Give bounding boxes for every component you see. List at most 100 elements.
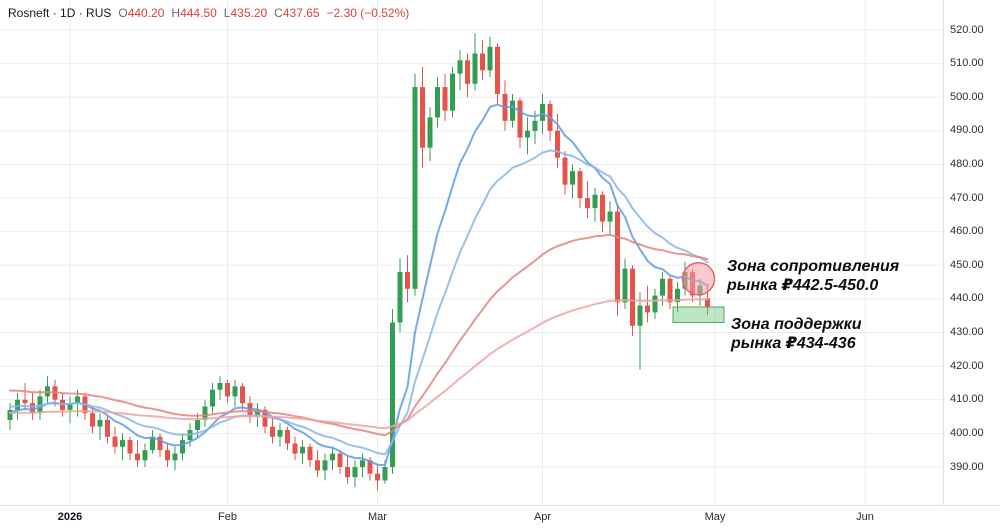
- ma-line-20[interactable]: [9, 149, 709, 456]
- ohlc-readout: O440.20 H444.50 L435.20 C437.65: [111, 6, 319, 20]
- candle-body: [112, 436, 118, 447]
- support-zone-box[interactable]: [672, 306, 725, 323]
- candle-body: [75, 396, 80, 404]
- price-axis-label: 500.00: [950, 90, 984, 103]
- candlestick-chart[interactable]: [0, 0, 943, 505]
- candle-body: [592, 194, 598, 209]
- price-axis-label: 390.00: [950, 460, 984, 473]
- candle-body: [457, 60, 463, 74]
- chart-plot-area[interactable]: Rosneft · 1D · RUS O440.20 H444.50 L435.20 C…: [0, 0, 943, 505]
- candle-body: [412, 87, 418, 289]
- candle-body: [480, 53, 485, 71]
- candle-body: [120, 440, 125, 447]
- ohlc-value-L: 435.20: [230, 6, 268, 20]
- candle-body: [472, 53, 478, 84]
- price-axis-label: 400.00: [950, 426, 984, 439]
- candle-body: [420, 87, 425, 148]
- candle-body: [615, 211, 620, 303]
- candle-body: [435, 87, 440, 118]
- candle-body: [622, 268, 628, 303]
- candle-body: [142, 450, 148, 461]
- candle-body: [225, 383, 230, 397]
- ohlc-value-C: 437.65: [282, 6, 320, 20]
- time-axis-label-2026: 2026: [57, 511, 83, 523]
- candle-body: [525, 130, 530, 138]
- candle-body: [217, 383, 223, 390]
- candle-body: [315, 460, 320, 471]
- ma-line-50[interactable]: [9, 233, 709, 437]
- candle-body: [532, 120, 538, 131]
- symbol-title[interactable]: Rosneft · 1D · RUS: [8, 6, 112, 20]
- candle-body: [630, 268, 635, 326]
- candle-body: [667, 278, 673, 303]
- ma-line-100[interactable]: [9, 298, 709, 430]
- candle-body: [180, 440, 185, 454]
- candle-body: [660, 278, 665, 296]
- price-axis-label: 460.00: [950, 225, 984, 238]
- candle-body: [277, 430, 283, 437]
- candle-body: [202, 406, 208, 420]
- ohlc-value-H: 444.50: [180, 6, 217, 20]
- candle-body: [150, 436, 155, 451]
- candle-body: [172, 453, 178, 461]
- support-annotation[interactable]: Зона поддержки рынка ₽434-436: [731, 315, 862, 353]
- price-axis-label: 450.00: [950, 258, 984, 271]
- candle-body: [585, 198, 590, 209]
- candle-body: [330, 453, 335, 461]
- candle-body: [195, 419, 200, 430]
- candle-body: [15, 399, 20, 410]
- price-axis-label: 430.00: [950, 326, 984, 339]
- candle-body: [375, 473, 380, 481]
- candle-body: [405, 272, 410, 289]
- resistance-zone-circle[interactable]: [681, 262, 716, 296]
- candles-layer[interactable]: [7, 33, 711, 491]
- candle-body: [210, 389, 215, 407]
- candle-body: [465, 60, 470, 84]
- candle-body: [382, 467, 388, 481]
- time-axis-label-May: May: [704, 511, 726, 523]
- zones-layer[interactable]: [672, 262, 725, 323]
- ma-line-10[interactable]: [9, 103, 709, 467]
- time-axis-label-Apr: Apr: [533, 511, 552, 523]
- candle-body: [397, 272, 403, 323]
- candle-body: [577, 171, 583, 199]
- price-axis-label: 440.00: [950, 292, 984, 305]
- price-axis-label: 410.00: [950, 393, 984, 406]
- price-axis-label: 510.00: [950, 57, 984, 70]
- ohlc-label-L: L: [223, 6, 231, 20]
- candle-body: [105, 419, 110, 437]
- candle-body: [367, 460, 373, 474]
- resistance-annotation[interactable]: Зона сопротивления рынка ₽442.5-450.0: [727, 257, 899, 295]
- ohlc-label-C: C: [274, 6, 283, 20]
- candle-body: [487, 46, 493, 71]
- candle-body: [67, 403, 73, 410]
- candle-body: [157, 436, 163, 451]
- candle-body: [262, 409, 268, 427]
- ohlc-label-H: H: [171, 6, 181, 20]
- candle-body: [540, 104, 545, 121]
- time-axis-label-Jun: Jun: [856, 511, 874, 523]
- candle-body: [22, 399, 28, 404]
- candle-body: [600, 194, 605, 222]
- price-axis-label: 470.00: [950, 191, 984, 204]
- candle-body: [240, 386, 245, 404]
- candle-body: [337, 453, 343, 467]
- candle-body: [292, 443, 298, 454]
- candle-body: [90, 413, 95, 427]
- time-axis-label-Mar: Mar: [368, 511, 387, 523]
- candle-body: [652, 295, 658, 313]
- resistance-annotation-line1: Зона сопротивления: [727, 258, 900, 275]
- candle-body: [352, 467, 358, 478]
- price-axis[interactable]: 520.00 510.00 500.00 490.00 480.00 470.00 460.…: [943, 0, 1000, 505]
- time-axis-label-Feb: Feb: [218, 511, 237, 523]
- candle-body: [427, 117, 433, 148]
- grid-layer: [0, 0, 943, 505]
- change-readout: −2.30 (−0.52%): [326, 6, 410, 20]
- time-axis[interactable]: 2026 Feb Mar Apr May Jun: [0, 505, 1000, 530]
- candle-body: [570, 171, 575, 185]
- candle-body: [97, 419, 103, 427]
- resistance-annotation-line2: рынка ₽442.5-450.0: [727, 277, 879, 294]
- price-axis-label: 420.00: [950, 359, 984, 372]
- candle-body: [165, 450, 170, 461]
- candle-body: [255, 409, 260, 417]
